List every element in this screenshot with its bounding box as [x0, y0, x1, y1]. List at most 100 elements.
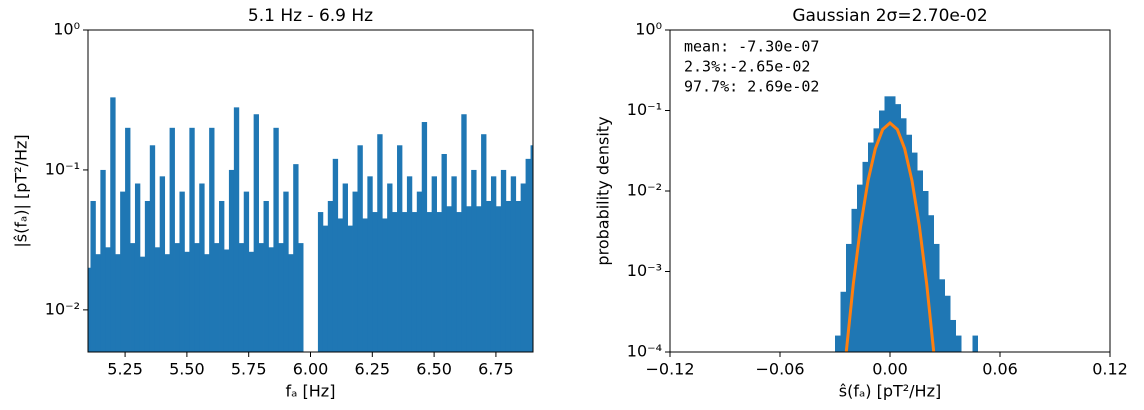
bar: [209, 127, 215, 352]
bar: [164, 254, 170, 352]
bar: [293, 164, 299, 352]
bar: [258, 243, 264, 352]
x-tick-label: 0.06: [982, 360, 1018, 379]
x-tick-label: 0.12: [1092, 360, 1128, 379]
annotation: 2.3%:-2.65e-02: [684, 58, 810, 76]
bar: [100, 169, 106, 352]
bar: [446, 206, 452, 352]
annotation: 97.7%: 2.69e-02: [684, 78, 819, 96]
bar: [884, 96, 890, 352]
y-tick-label: 10⁻¹: [627, 100, 662, 119]
bar: [862, 161, 868, 352]
bar: [840, 291, 846, 352]
y-tick-label: 10⁻²: [45, 299, 80, 318]
bar: [273, 127, 279, 352]
bar: [238, 243, 245, 352]
bar: [228, 169, 235, 352]
bar: [382, 218, 388, 352]
chart-title: Gaussian 2σ=2.70e-02: [792, 6, 987, 26]
bar: [939, 279, 945, 352]
bar: [901, 118, 907, 352]
plot-area: [835, 96, 978, 352]
gaussian-curve: [844, 120, 936, 352]
bar: [120, 191, 126, 352]
bar: [466, 206, 472, 352]
bar: [406, 176, 413, 352]
annotation: mean: -7.30e-07: [684, 38, 819, 56]
bar: [431, 176, 437, 352]
bar: [421, 122, 428, 352]
bar: [500, 169, 507, 352]
bar: [416, 191, 423, 352]
bar: [510, 176, 517, 352]
bar: [317, 212, 324, 352]
bar: [377, 134, 383, 352]
bar: [505, 200, 512, 352]
bar: [342, 183, 348, 352]
bar: [950, 319, 956, 352]
chart-title: 5.1 Hz - 6.9 Hz: [248, 6, 373, 26]
bar: [481, 134, 487, 352]
x-tick-label: 5.50: [169, 360, 205, 379]
x-tick-label: −0.12: [645, 360, 694, 379]
bar: [945, 295, 951, 352]
bar: [219, 200, 225, 352]
bar: [154, 247, 161, 352]
bar: [90, 200, 96, 352]
bar: [332, 158, 339, 352]
y-axis-label: probability density: [594, 116, 613, 265]
bar: [956, 335, 962, 352]
bar: [130, 243, 136, 352]
bar: [401, 212, 408, 352]
bar: [490, 176, 497, 352]
bar: [928, 215, 934, 352]
bar: [263, 200, 269, 352]
bar: [110, 97, 116, 352]
bar: [397, 145, 403, 352]
bar: [530, 145, 533, 352]
bar: [105, 247, 111, 352]
bar: [204, 254, 210, 352]
bar: [486, 200, 492, 352]
bar: [194, 243, 200, 352]
bar: [223, 249, 230, 352]
bar: [278, 243, 284, 352]
y-axis-label: |ŝ(fₐ)| [pT²/Hz]: [12, 134, 31, 247]
x-tick-label: 0.00: [872, 360, 908, 379]
bar: [169, 127, 175, 352]
bar: [233, 107, 240, 352]
plot-area: [88, 97, 533, 352]
bar: [471, 169, 477, 352]
bar: [337, 218, 344, 352]
bar: [895, 104, 901, 352]
bar: [846, 243, 852, 352]
bar: [441, 153, 447, 352]
bar: [520, 183, 526, 352]
bar: [868, 142, 874, 352]
bar: [411, 212, 418, 352]
bar: [149, 145, 156, 352]
bar: [179, 191, 185, 352]
bar: [835, 335, 841, 352]
x-tick-label: 6.50: [416, 360, 452, 379]
bar: [426, 212, 433, 352]
bar: [972, 335, 978, 352]
bar: [917, 170, 923, 352]
bar: [243, 191, 250, 352]
bar: [515, 200, 522, 352]
bar: [288, 254, 294, 352]
bar: [159, 176, 166, 352]
y-tick-label: 10⁻¹: [45, 159, 80, 178]
bar: [189, 127, 195, 352]
bar: [139, 256, 146, 352]
bar: [367, 176, 373, 352]
bar: [95, 254, 101, 352]
y-tick-label: 10⁰: [53, 20, 80, 39]
bar: [253, 114, 259, 352]
bar: [125, 127, 131, 352]
bar: [934, 243, 940, 352]
bar: [912, 152, 918, 352]
y-tick-label: 10⁻⁴: [627, 342, 662, 361]
bar: [199, 183, 205, 352]
bar: [322, 225, 329, 352]
